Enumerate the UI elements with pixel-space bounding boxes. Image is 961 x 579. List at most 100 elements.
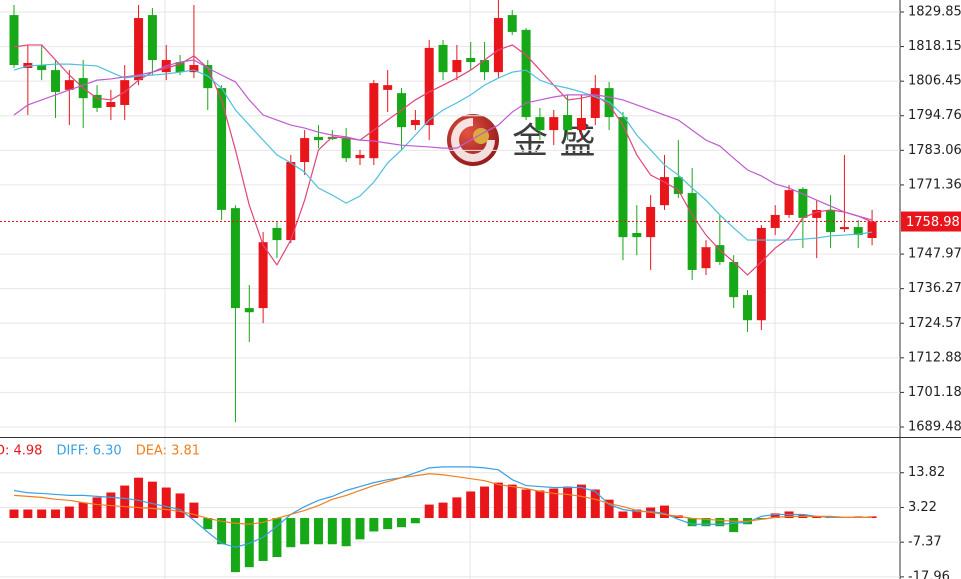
candle-body (507, 15, 517, 32)
macd-bar (327, 518, 337, 545)
macd-bar (23, 509, 33, 519)
macd-bar (438, 502, 448, 519)
candle-body (715, 245, 725, 262)
candle-body (383, 85, 393, 90)
macd-bar (217, 518, 227, 545)
candle-body (51, 70, 61, 92)
macd-bar (770, 513, 780, 519)
candle-body (701, 247, 711, 269)
macd-bar (549, 488, 559, 519)
macd-bar (134, 477, 144, 519)
candle-body (9, 15, 19, 66)
macd-bar (424, 504, 434, 519)
moving-average (13, 44, 873, 276)
candle-body (798, 188, 808, 218)
macd-bar (383, 518, 393, 530)
candle-body (535, 117, 545, 131)
macd-line (13, 466, 873, 548)
macd-bar (355, 518, 365, 540)
y-tick-label: 13.82 (908, 465, 945, 480)
macd-bar (92, 497, 102, 519)
macd-bar (397, 518, 407, 528)
candle-body (466, 57, 476, 63)
candle-body (327, 136, 337, 139)
candle-body (147, 15, 157, 61)
macd-bar (729, 518, 739, 533)
macd-bar (78, 502, 88, 519)
y-tick-label: 1829.85 (908, 4, 961, 19)
logo: 金 盛 (447, 114, 595, 166)
y-tick-label: 1771.36 (908, 177, 961, 192)
candle-body (480, 60, 490, 73)
y-tick-label: -17.96 (908, 569, 950, 579)
vertical-grid (164, 0, 776, 579)
macd-bar (507, 484, 517, 519)
candle-body (189, 65, 199, 73)
legend-label: DIFF: 6.30 (56, 444, 121, 459)
candle-body (770, 214, 780, 228)
macd-bar (701, 518, 711, 527)
candle-body (521, 29, 531, 118)
y-tick-label: 1818.15 (908, 39, 961, 54)
candle-body (729, 261, 739, 298)
macd-bar (715, 518, 725, 527)
moving-average (13, 59, 873, 221)
macd-bar (300, 518, 310, 545)
y-tick-label: 1783.06 (908, 143, 961, 158)
candle-body (244, 308, 254, 313)
candle-body (258, 242, 268, 309)
y-tick-label: 1712.88 (908, 350, 961, 365)
macd-bar (521, 489, 531, 519)
y-tick-label: 1747.97 (908, 247, 961, 262)
macd-bar (175, 493, 185, 519)
y-tick-label: 1806.45 (908, 74, 961, 89)
candle-body (92, 94, 102, 108)
y-tick-label: 1794.76 (908, 108, 961, 123)
macd-bar (756, 518, 766, 520)
last-price-box (901, 211, 961, 232)
candle-body (493, 18, 503, 73)
candle-body (687, 193, 697, 270)
candle-body (175, 62, 185, 73)
candle-body (37, 65, 47, 71)
macd-bar (244, 518, 254, 568)
candle-body (313, 136, 323, 141)
macd-bar (618, 511, 628, 519)
macd-bar (313, 518, 323, 545)
candle-body (646, 206, 656, 238)
candle-body (632, 232, 642, 238)
macd-bar (189, 502, 199, 519)
macd-bar (37, 509, 47, 519)
candle-body (673, 177, 683, 194)
macd-bar (9, 509, 19, 519)
macd-bar (286, 518, 296, 548)
macd-bar (493, 482, 503, 519)
macd-bar (604, 499, 614, 519)
candle-body (743, 295, 753, 321)
candle-body (659, 177, 669, 206)
candle-body (867, 221, 877, 239)
candle-body (452, 60, 462, 73)
candle-body (549, 117, 559, 131)
y-tick-label: 1736.27 (908, 281, 961, 296)
macd-bar (64, 506, 74, 519)
macd-bar (51, 509, 61, 519)
macd-bar (563, 486, 573, 519)
macd-bar (272, 518, 282, 558)
macd-bar (369, 518, 379, 532)
candle-body (300, 138, 310, 163)
y-tick-label: 1689.48 (908, 420, 961, 435)
moving-average (13, 63, 873, 241)
candle-body (369, 83, 379, 159)
candle-body (424, 47, 434, 126)
macd-bar (120, 485, 130, 519)
candle-body (230, 208, 240, 309)
legend-label: MACD: 4.98 (0, 444, 42, 459)
macd-bar (535, 490, 545, 519)
macd-bar (410, 518, 420, 524)
macd-bar (466, 491, 476, 519)
candle-body (812, 209, 822, 218)
macd-bar (230, 518, 240, 573)
candle-body (784, 190, 794, 215)
macd-bar (590, 489, 600, 519)
